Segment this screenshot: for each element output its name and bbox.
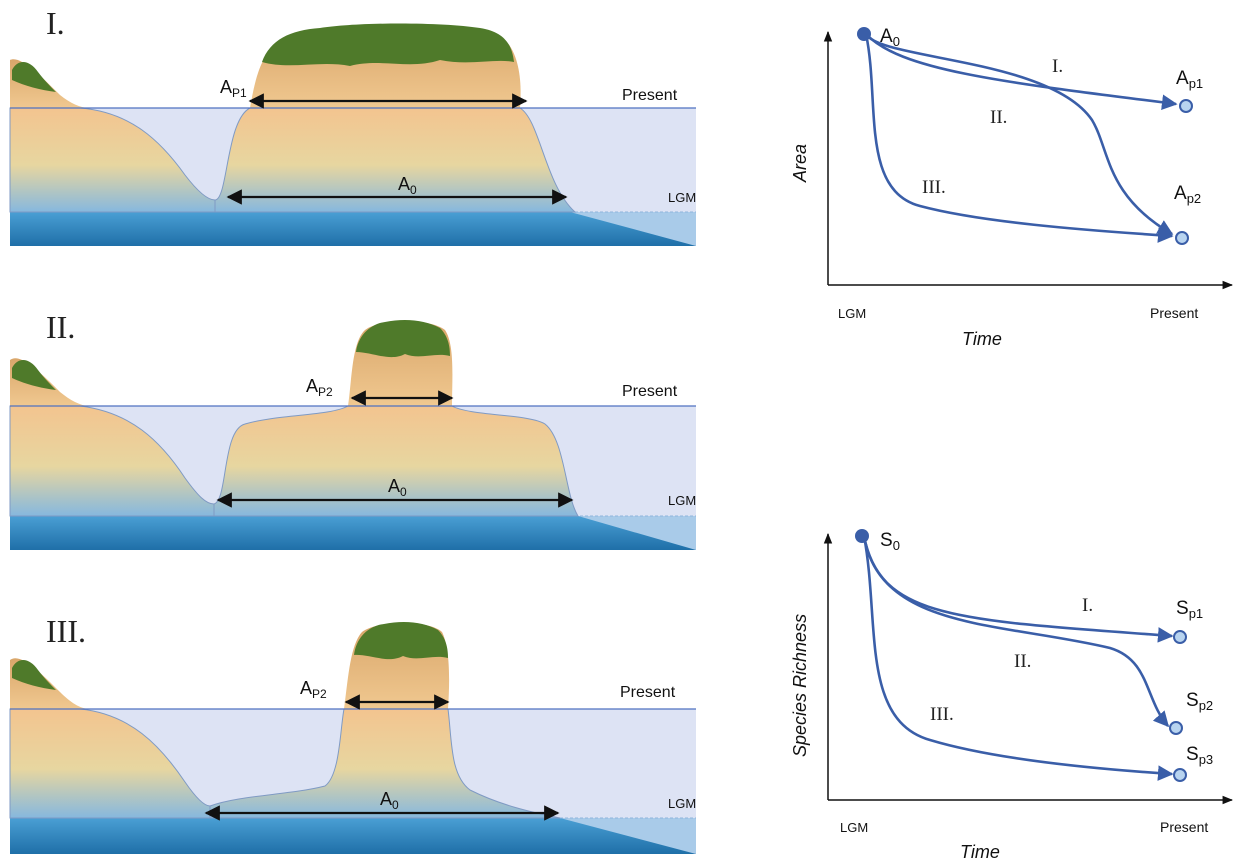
end-point [1175, 231, 1189, 245]
end-point [1173, 630, 1187, 644]
curve-label-ii: II. [990, 107, 1007, 128]
panel-1: I. AP1 A0 Present LGM [9, 5, 696, 246]
curve-ii [864, 33, 1174, 236]
x-end-label: Present [1160, 819, 1208, 835]
vegetation [354, 622, 448, 660]
lgm-label: LGM [668, 493, 696, 508]
curve-i [865, 33, 1178, 110]
richness-graph: S0 Sp1 Sp2 Sp3 I. II. III. LGM Present T… [790, 529, 1234, 862]
island-area-label: AP2 [300, 678, 327, 701]
shelf-slope [578, 516, 696, 550]
area-graph: A0 Ap1 Ap2 I. II. III. LGM Present Time … [790, 26, 1234, 349]
lgm-area-label: A0 [380, 789, 399, 812]
curve-label-ii: II. [1014, 651, 1031, 672]
x-axis-title: Time [960, 842, 1000, 862]
present-label: Present [622, 383, 678, 400]
start-label: S0 [880, 530, 900, 553]
end-point [1169, 721, 1183, 735]
panel-2: II. AP2 A0 Present LGM [9, 309, 696, 550]
vegetation [12, 359, 56, 390]
shelf-slope [570, 212, 696, 246]
island-area-label: AP2 [306, 376, 333, 399]
curve-i [862, 535, 1174, 643]
island-area-label: AP1 [220, 77, 247, 100]
curve-label-iii: III. [930, 704, 954, 725]
vegetation [12, 659, 56, 690]
lgm-area-label: A0 [388, 476, 407, 499]
end-label-3: Sp3 [1186, 744, 1213, 767]
end-label-2: Sp2 [1186, 690, 1213, 713]
present-label: Present [620, 684, 676, 701]
deep-sea [10, 212, 696, 246]
curve-label-i: I. [1052, 56, 1063, 77]
y-axis-title: Species Richness [790, 614, 810, 757]
lgm-label: LGM [668, 190, 696, 205]
lgm-label: LGM [668, 796, 696, 811]
y-axis-title: Area [790, 144, 810, 183]
x-axis-title: Time [962, 329, 1002, 349]
x-start-label: LGM [840, 820, 868, 835]
end-label-1: Sp1 [1176, 598, 1203, 621]
x-end-label: Present [1150, 305, 1198, 321]
left-landmass [9, 405, 215, 517]
vegetation [12, 61, 56, 92]
curve-ii [862, 535, 1170, 728]
lgm-area-label: A0 [398, 174, 417, 197]
panel-numeral: II. [46, 309, 75, 345]
panel-numeral: III. [46, 613, 86, 649]
end-label-2: Ap2 [1174, 183, 1201, 206]
x-start-label: LGM [838, 306, 866, 321]
left-landmass [9, 107, 216, 213]
deep-sea [10, 818, 696, 854]
end-point [1173, 768, 1187, 782]
start-label: A0 [880, 26, 900, 49]
start-point [857, 27, 871, 41]
curve-iii [862, 535, 1174, 781]
shelf-slope [560, 818, 696, 854]
panel-3: III. AP2 A0 Present LGM [9, 613, 696, 854]
end-point [1179, 99, 1193, 113]
deep-sea [10, 516, 696, 550]
present-label: Present [622, 87, 678, 104]
vegetation [262, 23, 514, 66]
curve-label-i: I. [1082, 595, 1093, 616]
curve-label-iii: III. [922, 177, 946, 198]
panel-numeral: I. [46, 5, 65, 41]
end-label-1: Ap1 [1176, 68, 1203, 91]
vegetation [356, 320, 450, 358]
start-point [855, 529, 869, 543]
curve-iii [864, 33, 1174, 243]
